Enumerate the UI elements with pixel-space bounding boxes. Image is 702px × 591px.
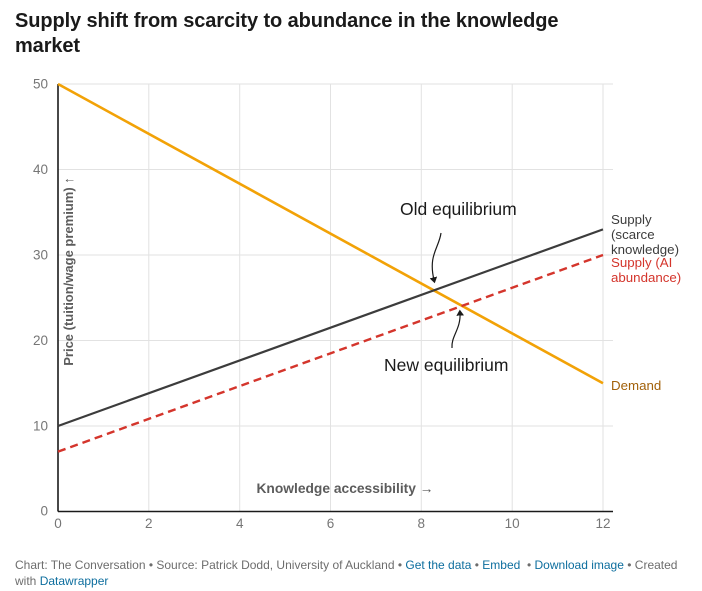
svg-text:Demand: Demand — [611, 378, 661, 393]
svg-text:30: 30 — [33, 248, 48, 263]
svg-text:6: 6 — [327, 516, 335, 531]
svg-text:50: 50 — [33, 77, 48, 92]
svg-text:Old equilibrium: Old equilibrium — [400, 199, 517, 219]
svg-text:10: 10 — [505, 516, 520, 531]
svg-text:Price (tuition/wage premium) ↑: Price (tuition/wage premium) ↑ — [61, 177, 76, 366]
svg-text:12: 12 — [595, 516, 610, 531]
svg-text:2: 2 — [145, 516, 153, 531]
svg-text:8: 8 — [418, 516, 426, 531]
svg-text:20: 20 — [33, 333, 48, 348]
svg-text:Supply (AI abundance): Supply (AI abundance) — [611, 255, 681, 285]
svg-text:4: 4 — [236, 516, 244, 531]
svg-text:40: 40 — [33, 162, 48, 177]
svg-text:Supply (scarce kno: Supply (scarce knowledge) — [611, 212, 679, 257]
svg-text:0: 0 — [54, 516, 62, 531]
svg-text:0: 0 — [40, 504, 48, 519]
svg-text:Knowledge accessibility →: Knowledge accessibility → — [256, 481, 433, 496]
svg-text:10: 10 — [33, 419, 48, 434]
svg-text:New equilibrium: New equilibrium — [384, 355, 509, 375]
